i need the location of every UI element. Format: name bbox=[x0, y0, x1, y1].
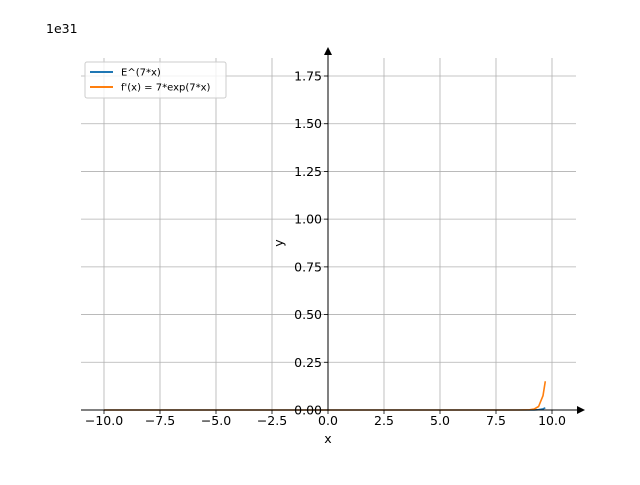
x-tick-label: 5.0 bbox=[430, 413, 450, 428]
y-axis-arrow bbox=[324, 47, 332, 55]
legend-label-derivative: f'(x) = 7*exp(7*x) bbox=[121, 83, 211, 94]
x-axis-label: x bbox=[324, 431, 331, 446]
y-tick-label: 1.50 bbox=[294, 116, 322, 131]
legend-label-e7x: E^(7*x) bbox=[121, 68, 161, 79]
x-axis-arrow bbox=[577, 406, 585, 414]
legend: E^(7*x) f'(x) = 7*exp(7*x) bbox=[84, 61, 227, 99]
y-tick-label: 1.00 bbox=[294, 212, 322, 227]
y-tick-label: 0.00 bbox=[294, 403, 322, 418]
y-tick-label: 0.25 bbox=[294, 355, 322, 370]
series-layer bbox=[104, 381, 547, 411]
x-tick-label: 0.0 bbox=[318, 413, 338, 428]
series-line-derivative bbox=[104, 381, 547, 411]
y-tick-label: 0.75 bbox=[294, 259, 322, 274]
x-tick-label: −7.5 bbox=[145, 413, 175, 428]
x-tick-label: 7.5 bbox=[486, 413, 506, 428]
ticks: −10.0 −7.5 −5.0 −2.5 0.0 2.5 5.0 7.5 10.0 0.00 0.2… bbox=[85, 69, 566, 429]
legend-box bbox=[84, 61, 227, 99]
axes bbox=[81, 47, 585, 414]
y-tick-label: 0.50 bbox=[294, 307, 322, 322]
x-tick-label: 10.0 bbox=[538, 413, 566, 428]
y-offset-label: 1e31 bbox=[46, 21, 78, 36]
x-tick-label: −5.0 bbox=[201, 413, 231, 428]
x-tick-label: 2.5 bbox=[374, 413, 394, 428]
y-tick-label: 1.75 bbox=[294, 69, 322, 84]
y-axis-label: y bbox=[271, 239, 286, 247]
y-tick-label: 1.25 bbox=[294, 164, 322, 179]
x-tick-label: −2.5 bbox=[257, 413, 287, 428]
x-tick-label: −10.0 bbox=[85, 413, 123, 428]
